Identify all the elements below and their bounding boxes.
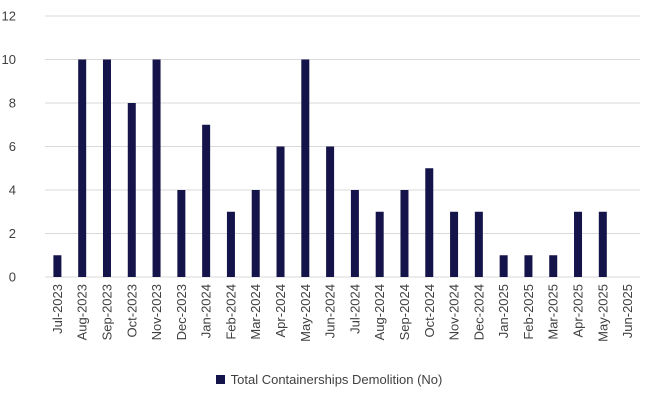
bar <box>177 190 186 277</box>
bar <box>549 255 558 277</box>
bar <box>53 255 62 277</box>
x-tick-label: Oct-2023 <box>124 284 139 337</box>
bar <box>375 211 384 277</box>
bar <box>202 124 211 277</box>
x-tick-label: Oct-2024 <box>422 284 437 337</box>
x-tick-label: Apr-2025 <box>571 284 586 337</box>
bars <box>53 59 607 277</box>
y-tick-label: 12 <box>2 9 16 24</box>
x-tick-label: Jun-2025 <box>620 284 635 338</box>
x-tick-label: Aug-2023 <box>75 284 90 340</box>
y-tick-label: 10 <box>2 52 16 67</box>
y-tick-label: 6 <box>9 139 16 154</box>
bar <box>474 211 483 277</box>
x-axis-ticks: Jul-2023 Aug-2023 Sep-2023 Oct-2023 Nov-2023… <box>50 284 635 342</box>
y-tick-label: 2 <box>9 226 16 241</box>
legend: Total Containerships Demolition (No) <box>0 372 658 387</box>
bar <box>574 211 583 277</box>
x-tick-label: Aug-2024 <box>372 284 387 340</box>
bar <box>450 211 459 277</box>
x-tick-label: Feb-2024 <box>223 284 238 340</box>
bar <box>276 146 285 277</box>
x-tick-label: May-2025 <box>595 284 610 342</box>
x-tick-label: Dec-2023 <box>174 284 189 340</box>
bar <box>152 59 161 277</box>
x-tick-label: Mar-2025 <box>546 284 561 340</box>
y-tick-label: 4 <box>9 183 16 198</box>
y-tick-label: 8 <box>9 96 16 111</box>
x-tick-label: Nov-2023 <box>149 284 164 340</box>
x-tick-label: Mar-2024 <box>248 284 263 340</box>
bar <box>400 190 409 277</box>
y-axis-ticks: 0 2 4 6 8 10 12 <box>2 9 16 285</box>
bar <box>78 59 87 277</box>
bar <box>524 255 533 277</box>
x-tick-label: Apr-2024 <box>273 284 288 337</box>
bar <box>350 190 359 277</box>
legend-swatch <box>215 375 225 385</box>
legend-label: Total Containerships Demolition (No) <box>230 372 443 387</box>
x-tick-label: Jan-2024 <box>199 284 214 338</box>
bar <box>102 59 111 277</box>
x-tick-label: Sep-2023 <box>99 284 114 340</box>
bar <box>127 103 136 277</box>
x-tick-label: Nov-2024 <box>447 284 462 340</box>
x-tick-label: May-2024 <box>298 284 313 342</box>
bar <box>598 211 607 277</box>
bar <box>251 190 260 277</box>
x-tick-label: Jul-2024 <box>347 284 362 334</box>
y-tick-label: 0 <box>9 270 16 285</box>
gridlines <box>45 15 640 278</box>
x-tick-label: Jul-2023 <box>50 284 65 334</box>
x-tick-label: Dec-2024 <box>471 284 486 340</box>
x-tick-label: Jun-2024 <box>323 284 338 338</box>
bar <box>226 211 235 277</box>
x-tick-label: Sep-2024 <box>397 284 412 340</box>
bar <box>326 146 335 277</box>
bar <box>301 59 310 277</box>
bar <box>425 168 434 277</box>
x-tick-label: Jan-2025 <box>496 284 511 338</box>
bar <box>499 255 508 277</box>
x-tick-label: Feb-2025 <box>521 284 536 340</box>
